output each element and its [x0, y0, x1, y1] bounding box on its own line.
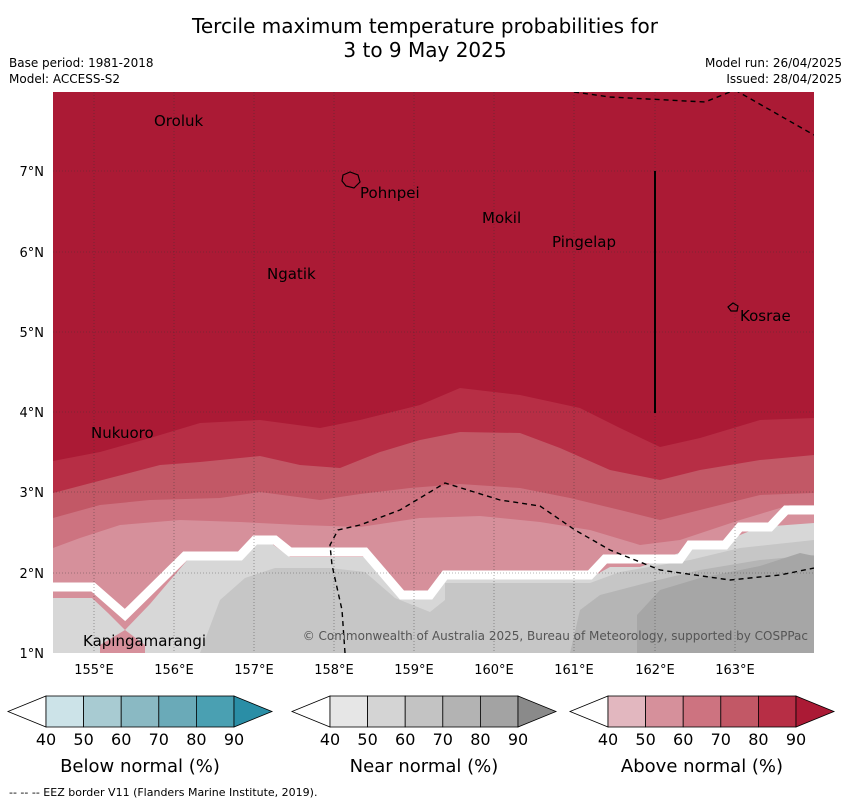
colorbar-tick-label: 50: [357, 730, 377, 749]
place-pingelap: Pingelap: [552, 233, 616, 251]
band-near-80: [637, 553, 814, 653]
colorbar-tick-label: 60: [673, 730, 693, 749]
lat-label: 3°N: [20, 486, 45, 501]
colorbar-tick-label: 60: [395, 730, 415, 749]
colorbar-tick-label: 70: [433, 730, 453, 749]
lon-label: 163°E: [715, 663, 755, 678]
lon-label: 156°E: [154, 663, 194, 678]
colorbar-tick-label: 40: [36, 730, 56, 749]
colorbar-tick-label: 40: [320, 730, 340, 749]
colorbar-tick-label: 90: [508, 730, 528, 749]
colorbar-tick-label: 70: [711, 730, 731, 749]
colorbar-below-normal: 40 50 60 70 80 90: [6, 695, 274, 749]
colorbar-tick-label: 90: [786, 730, 806, 749]
colorbar-high-extend: [233, 695, 274, 728]
copyright-text: © Commonwealth of Australia 2025, Bureau…: [303, 629, 808, 643]
colorbar-bin: [329, 695, 368, 728]
kosrae-island-shape: [727, 302, 739, 312]
colorbar-tick-label: 50: [635, 730, 655, 749]
base-period: Base period: 1981-2018: [9, 56, 154, 70]
lat-label: 5°N: [20, 326, 45, 341]
colorbar-tick-label: 80: [186, 730, 206, 749]
colorbar-bin: [367, 695, 406, 728]
lat-label: 1°N: [20, 647, 45, 662]
lon-label: 157°E: [234, 663, 274, 678]
colorbar-bin: [404, 695, 444, 728]
pohnpei-island-shape: [341, 171, 361, 189]
colorbar-low-extend: [290, 695, 331, 728]
place-kosrae: Kosrae: [740, 307, 791, 325]
colorbar-bin: [442, 695, 481, 728]
lon-label: 162°E: [635, 663, 675, 678]
lon-label: 158°E: [314, 663, 354, 678]
place-pohnpei: Pohnpei: [360, 184, 420, 202]
colorbar-tick-label: 60: [111, 730, 131, 749]
lon-label: 159°E: [394, 663, 434, 678]
colorbar-bin: [158, 695, 197, 728]
colorbar-tick-label: 40: [598, 730, 618, 749]
colorbar-near-normal: 40 50 60 70 80 90: [290, 695, 558, 749]
colorbar-bin: [195, 695, 235, 728]
colorbar-above-normal: 40 50 60 70 80 90: [568, 695, 836, 749]
above-normal-title: Above normal (%): [621, 756, 783, 777]
white-gap: [53, 505, 814, 622]
colorbar-bin: [758, 695, 797, 728]
colorbar-tick-label: 80: [470, 730, 490, 749]
colorbar-low-extend: [568, 695, 609, 728]
colorbar-bin: [645, 695, 684, 728]
colorbar-bin: [83, 695, 122, 728]
place-oroluk: Oroluk: [154, 112, 203, 130]
colorbar-tick-label: 50: [73, 730, 93, 749]
colorbar-bin: [607, 695, 646, 728]
lat-axis: 1°N 2°N 3°N 4°N 5°N 6°N 7°N: [20, 165, 45, 662]
model-run: Model run: 26/04/2025: [704, 56, 842, 70]
place-mokil: Mokil: [482, 209, 521, 227]
colorbar-bin: [120, 695, 160, 728]
colorbar-tick-label: 90: [224, 730, 244, 749]
below-normal-title: Below normal (%): [60, 756, 220, 777]
colorbar-bin: [479, 695, 519, 728]
lat-label: 7°N: [20, 165, 45, 180]
band-above-small-patch: [100, 630, 145, 653]
probability-field: [53, 92, 814, 653]
place-kapingamarangi: Kapingamarangi: [83, 632, 206, 650]
eez-footnote: -- -- -- EEZ border V11 (Flanders Marine…: [9, 786, 318, 799]
lat-label: 4°N: [20, 406, 45, 421]
colorbar-low-extend: [6, 695, 47, 728]
lon-label: 161°E: [554, 663, 594, 678]
issued-date: Issued: 28/04/2025: [726, 72, 842, 86]
lon-label: 155°E: [74, 663, 114, 678]
map-title-line1: Tercile maximum temperature probabilitie…: [192, 14, 658, 38]
lat-label: 6°N: [20, 246, 45, 261]
colorbar-tick-label: 80: [748, 730, 768, 749]
colorbar-bin: [682, 695, 722, 728]
colorbar-tick-label: 70: [149, 730, 169, 749]
colorbar-bin: [720, 695, 759, 728]
colorbar-bin: [45, 695, 84, 728]
map-title-line2: 3 to 9 May 2025: [343, 38, 507, 62]
colorbar-high-extend: [517, 695, 558, 728]
map-gridlines: [53, 92, 814, 653]
eez-border: [329, 92, 814, 653]
lat-label: 2°N: [20, 567, 45, 582]
model-name: Model: ACCESS-S2: [9, 72, 121, 86]
place-nukuoro: Nukuoro: [91, 424, 154, 442]
place-ngatik: Ngatik: [267, 265, 316, 283]
near-normal-title: Near normal (%): [350, 756, 499, 777]
lon-label: 160°E: [474, 663, 514, 678]
lon-axis: 155°E 156°E 157°E 158°E 159°E 160°E 161°…: [74, 663, 755, 678]
colorbar-high-extend: [795, 695, 836, 728]
